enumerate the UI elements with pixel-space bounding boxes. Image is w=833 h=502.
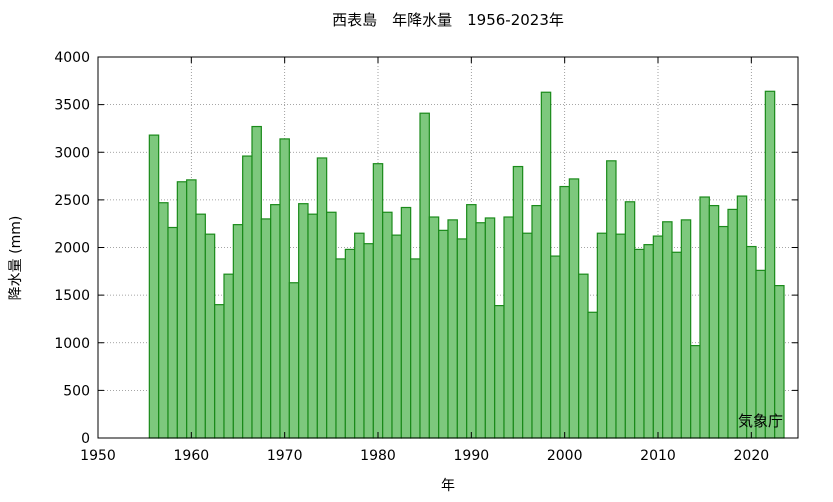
bar-1983 [400,206,412,439]
y-tick-label: 1000 [54,336,90,352]
bar-1991 [475,222,486,439]
bar-2011 [662,221,673,439]
bar-1961 [195,213,206,439]
bar-1975 [326,211,337,439]
bar-1958 [167,226,178,439]
grid-layer [98,57,798,438]
x-tick-label: 1990 [454,448,490,464]
bar-1982 [391,234,402,439]
bar-2017 [718,225,729,439]
ticks-layer: 0 500 1000 1500 2000 2500 3000 3500 4000 1950 1960… [54,50,798,464]
x-tick-label: 1960 [174,448,210,464]
bar-1965 [232,224,244,439]
bar-1986 [428,216,440,439]
bar-1997 [531,204,542,439]
bar-2004 [596,232,608,439]
bar-1956 [148,134,160,439]
bar-1998 [540,91,552,439]
bar-2019 [736,195,748,439]
bar-1962 [204,233,216,439]
bar-2015 [699,196,710,439]
bar-1989 [456,238,468,439]
bar-1995 [512,165,524,439]
bar-1973 [307,213,318,439]
x-axis-label: 年 [441,478,455,494]
bars-layer [148,90,785,439]
chart-title: 西表島 年降水量 1956-2023年 [332,11,564,29]
bar-1966 [242,155,253,439]
bar-1974 [316,157,328,439]
x-tick-label: 2000 [547,448,583,464]
bar-2012 [671,251,682,439]
bar-1992 [484,217,496,439]
bar-1967 [251,125,262,439]
bar-1972 [298,203,309,439]
bar-1964 [223,273,234,439]
bar-1981 [382,211,393,439]
bar-2016 [708,204,720,439]
bar-1993 [494,305,505,439]
bar-1980 [372,163,384,439]
bar-2005 [606,160,617,439]
bar-1996 [522,232,533,439]
bar-1987 [438,229,449,439]
bar-1968 [260,218,272,439]
y-axis-label: 降水量 (mm) [8,216,24,301]
y-tick-label: 3000 [54,145,90,161]
bar-1957 [158,202,169,439]
bar-2001 [568,178,580,439]
y-tick-label: 1500 [54,288,90,304]
bar-1999 [550,255,561,439]
bar-1959 [176,181,188,439]
y-tick-label: 2500 [54,193,90,209]
x-tick-label: 1970 [267,448,303,464]
y-tick-label: 4000 [54,50,90,66]
bar-2002 [578,273,589,439]
bar-2014 [690,345,701,439]
bar-2018 [727,208,738,439]
x-tick-label: 1950 [80,448,116,464]
bar-2007 [624,201,636,439]
source-annotation: 気象庁 [738,412,783,430]
bar-1988 [447,219,458,439]
y-tick-label: 0 [81,431,90,447]
bar-1969 [270,204,281,439]
bar-1994 [503,216,514,439]
bar-2009 [643,244,654,439]
bar-1984 [410,258,421,439]
bar-2003 [587,311,598,439]
y-tick-label: 3500 [54,98,90,114]
bar-2013 [680,219,692,439]
x-tick-label: 1980 [360,448,396,464]
bar-2000 [559,185,570,439]
bar-1977 [344,248,356,439]
bar-1960 [186,179,197,439]
x-tick-label: 2010 [640,448,676,464]
bar-1971 [288,282,300,439]
bar-1990 [466,204,477,439]
bar-1979 [363,243,374,439]
bar-1963 [214,304,225,439]
bar-1985 [419,112,430,439]
x-tick-label: 2020 [734,448,770,464]
bar-1970 [279,138,290,439]
y-tick-label: 500 [63,383,90,399]
bar-2022 [764,90,776,439]
bar-2006 [615,233,626,439]
bar-1978 [354,232,365,439]
bar-2008 [634,248,645,439]
bar-1976 [335,258,346,439]
y-tick-label: 2000 [54,241,90,257]
bar-2020 [746,245,757,439]
bar-2010 [652,235,664,439]
